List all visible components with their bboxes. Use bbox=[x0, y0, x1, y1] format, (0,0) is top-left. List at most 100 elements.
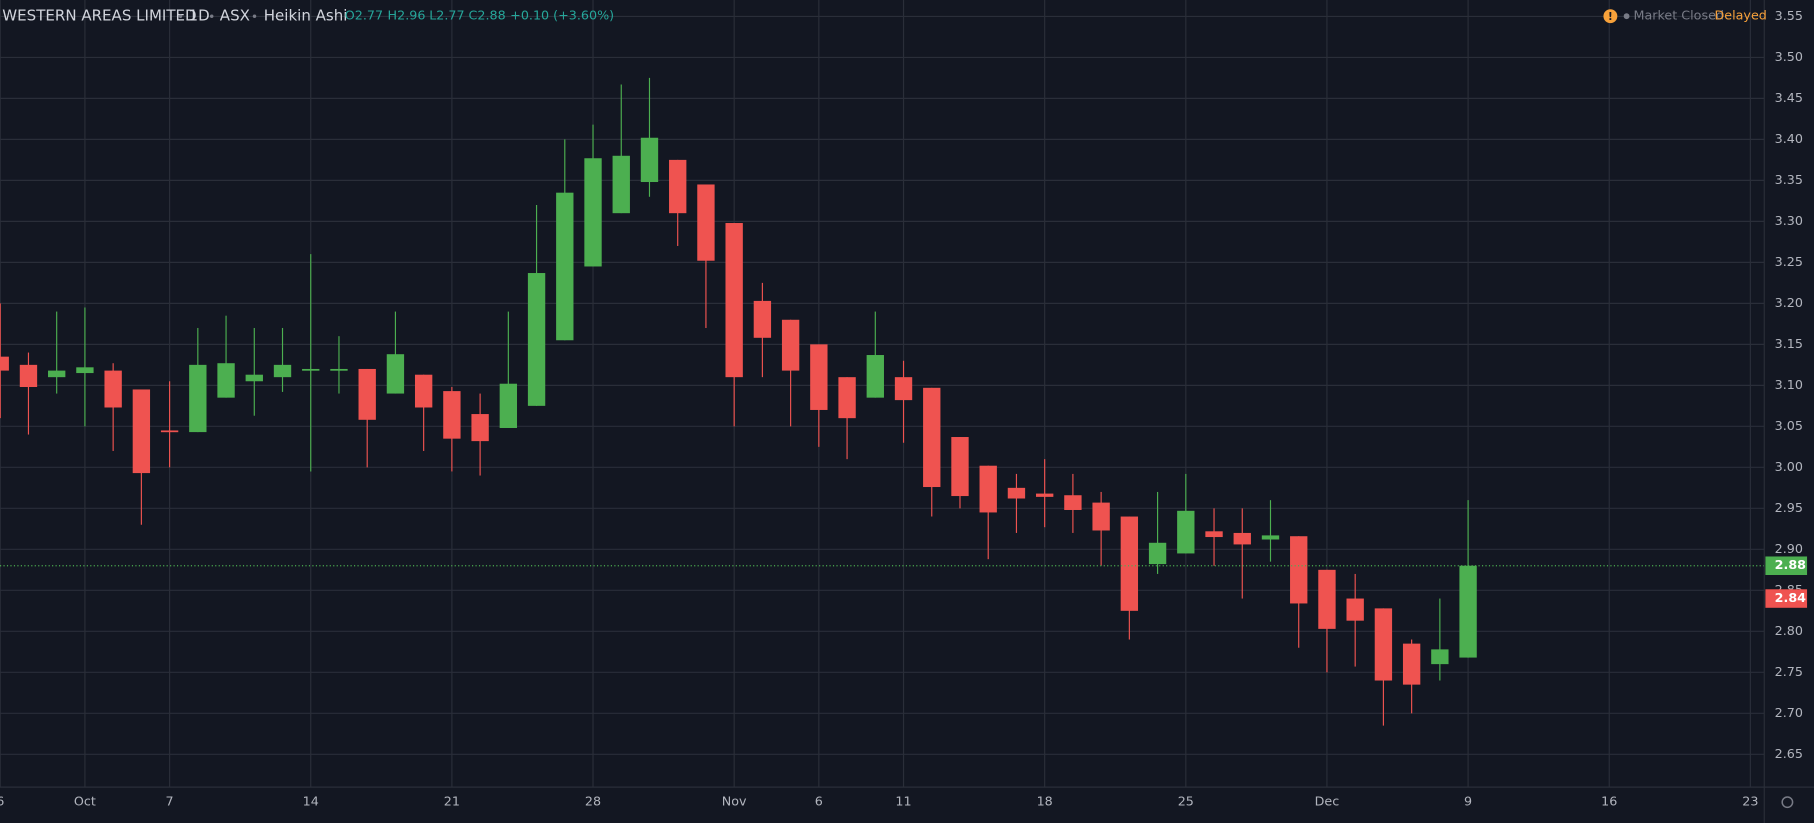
candle-body bbox=[1035, 493, 1054, 497]
candle-body bbox=[753, 300, 772, 338]
candle-body bbox=[1318, 569, 1336, 629]
separator bbox=[252, 14, 257, 18]
candle-body bbox=[612, 155, 630, 214]
x-tick-label: 6 bbox=[0, 794, 4, 809]
y-tick-label: 3.20 bbox=[1775, 295, 1803, 310]
candle-body bbox=[1177, 510, 1195, 554]
candle-body bbox=[19, 364, 38, 387]
candle-body bbox=[725, 223, 743, 378]
y-tick-label: 2.95 bbox=[1775, 500, 1803, 515]
candle-body bbox=[245, 374, 263, 382]
candle-body bbox=[951, 437, 969, 497]
candle-body bbox=[189, 364, 207, 433]
price-label-box bbox=[1765, 589, 1808, 608]
candle-body bbox=[1290, 536, 1308, 604]
y-tick-label: 2.90 bbox=[1775, 541, 1803, 556]
x-tick-label: 16 bbox=[1601, 794, 1617, 809]
candle-body bbox=[810, 344, 828, 410]
gear[interactable] bbox=[1781, 796, 1794, 809]
candle-body bbox=[0, 356, 9, 371]
delay-status[interactable]: Delayed bbox=[1715, 8, 1767, 23]
settings-icon[interactable] bbox=[1781, 796, 1794, 809]
candle-body bbox=[160, 430, 179, 433]
warning-glyph: ! bbox=[1608, 11, 1613, 23]
candle-body bbox=[414, 374, 433, 408]
y-tick-label: 3.30 bbox=[1775, 213, 1803, 228]
warning-icon[interactable] bbox=[1603, 9, 1618, 24]
interval: 1D bbox=[189, 7, 210, 25]
candle-body bbox=[48, 370, 66, 378]
candle-body bbox=[1431, 649, 1449, 665]
separator bbox=[209, 14, 214, 18]
y-tick-label: 2.80 bbox=[1775, 623, 1803, 638]
candle-body bbox=[1120, 516, 1139, 611]
header: WESTERN AREAS LIMITED 1D ASX Heikin Ashi… bbox=[2, 7, 1767, 25]
candle-body bbox=[1233, 532, 1251, 545]
candle-body bbox=[104, 370, 122, 408]
y-tick-label: 3.10 bbox=[1775, 377, 1803, 392]
x-tick-label: 18 bbox=[1037, 794, 1053, 809]
candle-body bbox=[443, 391, 461, 439]
candle-body bbox=[838, 377, 856, 419]
x-tick-label: 21 bbox=[444, 794, 460, 809]
y-tick-label: 3.40 bbox=[1775, 131, 1803, 146]
y-tick-label: 3.45 bbox=[1775, 90, 1803, 105]
x-tick-label: 25 bbox=[1178, 794, 1194, 809]
candle-body bbox=[584, 158, 602, 267]
candle-body bbox=[1148, 542, 1167, 565]
status-dot bbox=[1623, 13, 1630, 20]
candle-body bbox=[669, 159, 687, 214]
x-tick-label: 28 bbox=[585, 794, 601, 809]
candle-body bbox=[1064, 495, 1082, 510]
y-tick-label: 3.50 bbox=[1775, 49, 1803, 64]
candle-body bbox=[1205, 531, 1223, 538]
x-tick-label: 9 bbox=[1464, 794, 1472, 809]
ohlc-change: +0.10 (+3.60%) bbox=[510, 8, 614, 23]
candle-body bbox=[1092, 502, 1110, 531]
x-tick-label: 23 bbox=[1742, 794, 1758, 809]
y-tick-label: 3.00 bbox=[1775, 459, 1803, 474]
x-tick-label: Nov bbox=[722, 794, 747, 809]
candle-body bbox=[781, 319, 800, 371]
candle-body bbox=[697, 184, 715, 261]
candle-body bbox=[302, 368, 320, 371]
candle-body bbox=[273, 364, 292, 378]
price-label-box bbox=[1765, 556, 1808, 576]
exchange: ASX bbox=[220, 7, 250, 25]
y-tick-label: 3.55 bbox=[1775, 8, 1803, 23]
candle-body bbox=[1346, 598, 1364, 621]
candle-body bbox=[330, 368, 348, 371]
candle-body bbox=[76, 367, 94, 374]
y-tick-label: 2.65 bbox=[1775, 746, 1803, 761]
price-label: 2.84 bbox=[1775, 590, 1807, 605]
ohlc-close: C2.88 bbox=[469, 8, 506, 23]
style: Heikin Ashi bbox=[264, 7, 348, 25]
candle-body bbox=[640, 137, 659, 183]
candle-body bbox=[556, 192, 574, 341]
candle-body bbox=[132, 389, 151, 474]
x-tick-label: Dec bbox=[1315, 794, 1340, 809]
market-status: Market Closed bbox=[1634, 8, 1724, 23]
candle-body bbox=[1261, 535, 1280, 540]
candle-body bbox=[894, 377, 913, 401]
candle-body bbox=[471, 414, 489, 442]
y-tick-label: 3.05 bbox=[1775, 418, 1803, 433]
x-tick-label: 14 bbox=[303, 794, 319, 809]
candle-body bbox=[499, 383, 518, 428]
x-tick-label: 6 bbox=[815, 794, 823, 809]
price-label: 2.88 bbox=[1775, 557, 1807, 572]
candle-body bbox=[1007, 487, 1026, 499]
ohlc-high: H2.96 bbox=[388, 8, 426, 23]
candle-body bbox=[923, 387, 941, 488]
ohlc-low: L2.77 bbox=[429, 8, 464, 23]
candle-body bbox=[358, 368, 376, 420]
candle-body bbox=[979, 465, 997, 513]
candle-body bbox=[1402, 643, 1421, 685]
y-tick-label: 3.35 bbox=[1775, 172, 1803, 187]
y-tick-label: 2.70 bbox=[1775, 705, 1803, 720]
x-tick-label: 11 bbox=[895, 794, 911, 809]
candle-body bbox=[866, 355, 884, 398]
